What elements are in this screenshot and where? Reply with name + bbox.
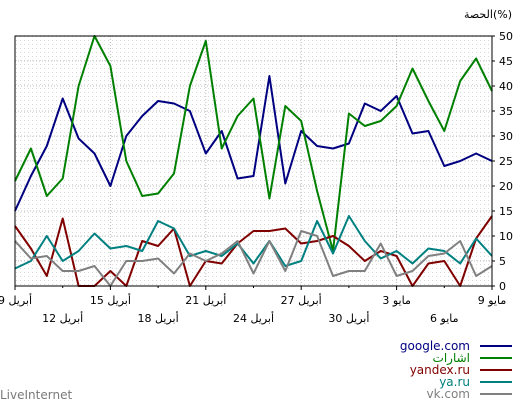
legend-label-3: ya.ru [439,375,470,389]
y-tick-label: 5 [499,255,506,268]
y-tick-label: 25 [499,155,513,168]
x-tick-label-upper: 27 أبريل [281,293,322,307]
x-tick-label-upper: 9 مايو [478,294,507,307]
x-tick-label-upper: 15 أبريل [90,293,131,307]
footer-brand: LiveInternet [0,388,72,402]
y-tick-label: 30 [499,130,513,143]
y-axis-title: الحصة(%) [464,8,512,21]
legend-label-0: google.com [400,339,470,353]
series-line-3 [14,215,493,270]
x-tick-label-lower: 12 أبريل [42,311,83,325]
y-tick-label: 20 [499,180,513,193]
y-tick-label: 15 [499,205,513,218]
series-line-0 [14,75,493,212]
y-tick-label: 35 [499,105,513,118]
y-tick-label: 40 [499,80,513,93]
x-tick-label-upper: 21 أبريل [185,293,226,307]
plot-area [15,36,492,286]
y-tick-label: 0 [499,280,506,293]
y-tick-label: 50 [499,30,513,43]
y-tick-label: 45 [499,55,513,68]
x-tick-label-upper: 9 أبريل [0,293,32,307]
axes: 0 5 10 15 20 25 30 35 40 45 50 9 مايو 3 مايو 27 أبريل… [0,30,513,325]
legend-label-1: اشارات [433,351,470,366]
legend-label-2: yandex.ru [410,363,470,377]
x-tick-label-lower: 24 أبريل [233,311,274,325]
series-line-4 [14,230,493,287]
x-tick-label-upper: 3 مايو [382,294,411,307]
x-tick-label-lower: 30 أبريل [328,311,369,325]
x-tick-label-lower: 6 مايو [430,312,459,325]
y-tick-label: 10 [499,230,513,243]
legend-label-4: vk.com [427,387,471,401]
x-tick-label-lower: 18 أبريل [138,311,179,325]
